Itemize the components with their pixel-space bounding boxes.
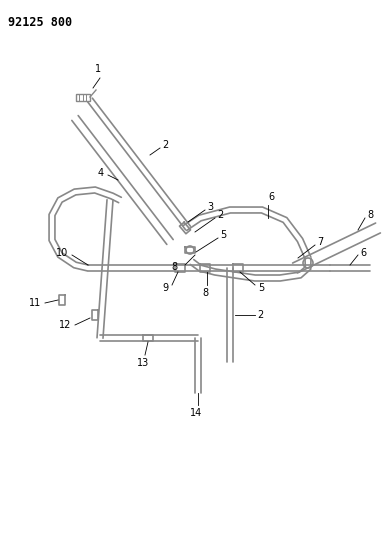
- Text: 8: 8: [367, 210, 373, 220]
- Text: 10: 10: [56, 248, 68, 258]
- Text: 14: 14: [190, 408, 202, 418]
- Text: 2: 2: [162, 140, 168, 150]
- Text: 13: 13: [137, 358, 149, 368]
- Text: 3: 3: [207, 202, 213, 212]
- Text: 4: 4: [98, 168, 104, 178]
- Text: 6: 6: [360, 248, 366, 258]
- Text: 2: 2: [257, 310, 263, 320]
- Text: 92125 800: 92125 800: [8, 16, 72, 29]
- Text: 6: 6: [268, 192, 274, 202]
- Text: 5: 5: [220, 230, 226, 240]
- Text: 8: 8: [172, 262, 178, 272]
- Text: 8: 8: [202, 288, 208, 298]
- Text: 11: 11: [29, 298, 41, 308]
- Text: 1: 1: [95, 64, 101, 74]
- Text: 5: 5: [258, 283, 264, 293]
- Bar: [76, 93, 90, 101]
- Text: 9: 9: [163, 283, 169, 293]
- Text: 2: 2: [217, 210, 223, 220]
- Text: 12: 12: [59, 320, 71, 330]
- Text: 7: 7: [317, 237, 323, 247]
